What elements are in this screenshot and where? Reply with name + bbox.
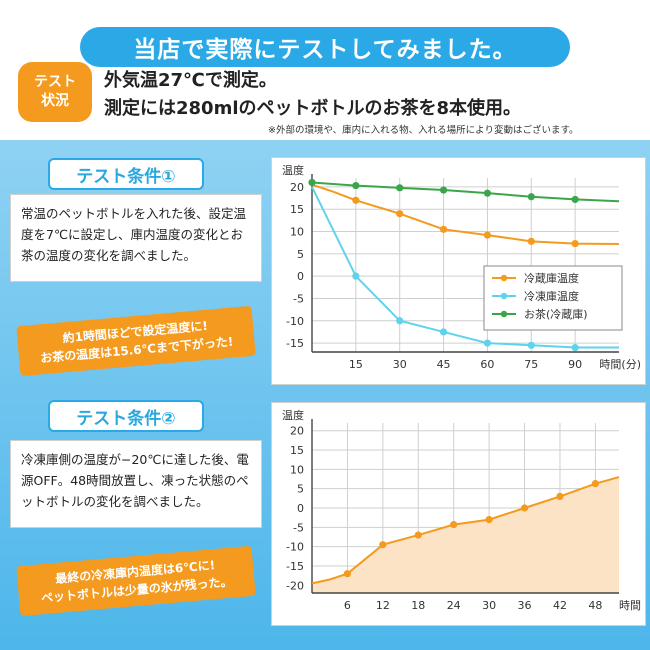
- data-point: [439, 328, 448, 336]
- data-point: [343, 570, 352, 578]
- badge-line-1: テスト: [34, 74, 76, 90]
- data-point: [379, 541, 387, 549]
- y-tick-label: -5: [293, 521, 304, 534]
- y-axis-label: 温度: [282, 163, 304, 177]
- x-tick-label: 90: [568, 358, 582, 371]
- series-line-0: [311, 183, 620, 246]
- data-point: [396, 210, 404, 218]
- y-tick-label: 0: [297, 270, 304, 283]
- x-tick-label: 42: [553, 599, 567, 612]
- x-tick-label: 18: [411, 599, 425, 612]
- legend-swatch-dot: [500, 292, 508, 300]
- y-tick-label: 5: [297, 248, 304, 261]
- y-axis-label: 温度: [282, 408, 304, 422]
- condition-1-text: 常温のペットボトルを入れた後、設定温度を7℃に設定し、庫内温度の変化とお茶の温度…: [10, 194, 262, 282]
- x-tick-label: 15: [349, 358, 363, 371]
- data-point: [352, 272, 360, 280]
- series-line-1: [311, 186, 619, 349]
- data-point: [571, 239, 579, 248]
- data-point: [527, 193, 535, 201]
- data-point: [352, 181, 360, 190]
- y-tick-label: -15: [286, 337, 304, 350]
- test-status-badge: テスト 状況: [18, 62, 92, 122]
- data-point: [483, 189, 492, 197]
- x-tick-label: 45: [437, 358, 451, 371]
- y-tick-label: 10: [290, 226, 304, 239]
- y-tick-label: 15: [290, 203, 304, 216]
- y-tick-label: -10: [286, 315, 304, 328]
- data-point: [571, 195, 579, 204]
- condition-1-title: テスト条件①: [48, 158, 204, 190]
- data-point: [571, 343, 579, 352]
- area-fill-0: [312, 477, 619, 593]
- x-tick-label: 30: [482, 599, 496, 612]
- data-point: [485, 515, 493, 524]
- y-tick-label: 5: [297, 483, 304, 496]
- data-point: [527, 341, 535, 349]
- data-point: [450, 521, 458, 529]
- data-point: [439, 186, 448, 194]
- x-tick-label: 30: [393, 358, 407, 371]
- y-tick-label: -20: [286, 579, 304, 592]
- y-tick-label: -15: [286, 560, 304, 573]
- legend-swatch-dot: [500, 310, 508, 318]
- chart-2-box: 20 15 10 5 0 -5 -10 -15 -20 6 12 18 24 30 36 42 48 温度時間: [271, 402, 646, 626]
- test-condition-temp: 外気温27℃で測定。: [104, 70, 277, 91]
- disclaimer-note: ※外部の環境や、庫内に入れる物、入れる場所により変動はございます。: [268, 125, 579, 136]
- x-axis-label: 時間(分): [599, 358, 641, 371]
- y-tick-label: 20: [290, 425, 304, 438]
- data-point: [414, 531, 422, 539]
- legend-entry: お茶(冷蔵庫): [524, 307, 588, 321]
- chart-1-box: 20 15 10 5 0 -5 -10 -15 15 30 45 60 75 90 温度時間(分) 冷蔵庫温度…: [271, 157, 646, 385]
- condition-2-title: テスト条件②: [48, 400, 204, 432]
- data-point: [483, 231, 492, 239]
- data-point: [352, 196, 360, 204]
- x-tick-label: 6: [344, 599, 351, 612]
- data-point: [439, 225, 448, 233]
- x-tick-label: 12: [376, 599, 390, 612]
- y-tick-label: 10: [290, 463, 304, 476]
- data-point: [483, 339, 492, 347]
- data-point: [556, 492, 564, 501]
- legend-box: [483, 265, 623, 331]
- x-tick-label: 48: [588, 599, 602, 612]
- x-tick-label: 24: [447, 599, 461, 612]
- x-axis-label: 時間: [619, 599, 641, 612]
- x-tick-label: 75: [524, 358, 538, 371]
- data-point: [527, 237, 535, 245]
- series-line-2: [311, 181, 620, 203]
- legend-entry: 冷蔵庫温度: [524, 271, 579, 285]
- x-tick-label: 60: [480, 358, 494, 371]
- legend-entry: 冷凍庫温度: [524, 289, 579, 303]
- test-condition-bottles: 測定には280mlのペットボトルのお茶を8本使用。: [104, 98, 522, 119]
- y-tick-label: 20: [290, 181, 304, 194]
- condition-2-text: 冷凍庫側の温度が−20℃に達した後、電源OFF。48時間放置し、凍った状態のペッ…: [10, 440, 262, 528]
- data-point: [396, 184, 404, 192]
- badge-line-2: 状況: [41, 93, 69, 109]
- legend-swatch-dot: [500, 274, 508, 282]
- data-point: [396, 317, 404, 325]
- y-tick-label: -10: [286, 541, 304, 554]
- y-tick-label: -5: [293, 292, 304, 305]
- y-tick-label: 15: [290, 444, 304, 457]
- x-tick-label: 36: [518, 599, 532, 612]
- data-point: [520, 504, 529, 512]
- y-tick-label: 0: [297, 502, 304, 515]
- data-point: [591, 480, 599, 488]
- data-point: [308, 178, 316, 187]
- page-banner: 当店で実際にテストしてみました。: [80, 27, 570, 67]
